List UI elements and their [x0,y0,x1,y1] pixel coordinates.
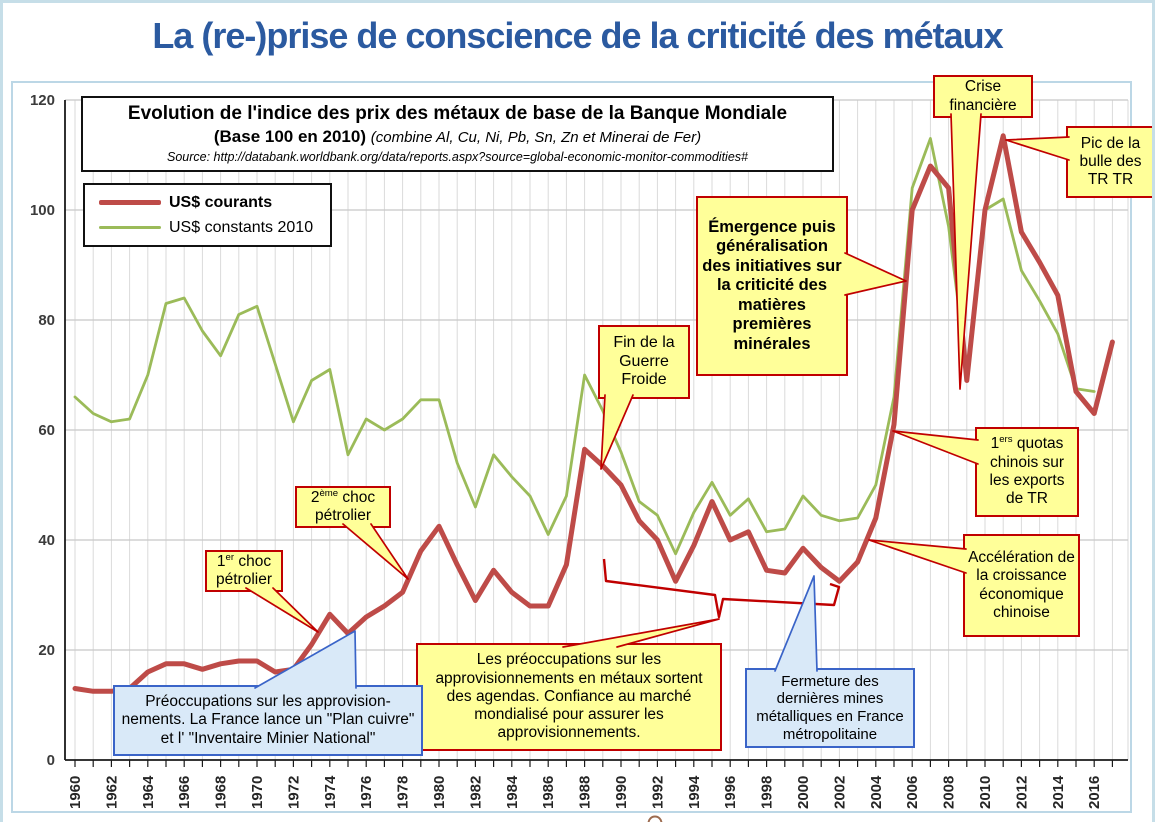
x-tick-label: 1996 [722,776,739,809]
chart-source: Source: http://databank.worldbank.org/da… [167,150,748,164]
y-tick-label: 20 [38,642,55,659]
x-tick-label: 1986 [540,776,557,809]
legend-item: US$ courants [99,194,330,212]
annotation-choc-petrolier-2: 2ème choc pétrolier [295,486,391,528]
chart-subtitle: (Base 100 en 2010) (combine Al, Cu, Ni, … [83,127,832,147]
annotation-text: Préoccupations sur les approvision-nemen… [121,693,415,747]
annotation-pic-bulle-tr: Pic de la bulle des TR TR [1066,126,1152,198]
series-line-us-constants-2010 [73,137,1096,556]
annotation-text: 1er choc pétrolier [216,551,272,588]
x-tick-label: 2004 [868,775,885,809]
x-tick-label: 1976 [358,776,375,809]
annotation-text: 1ers quotas chinois sur les exports de T… [989,434,1065,508]
legend-item: US$ constants 2010 [99,219,330,237]
annotation-acceleration-chine: Accélération de la croissance économique… [963,534,1080,637]
x-tick-label: 2010 [977,776,994,809]
x-tick-label: 1998 [759,776,776,809]
annotation-fin-guerre-froide: Fin de la Guerre Froide [598,325,690,399]
annotation-text: Émergence puis généralisation des initia… [702,217,842,353]
legend-label: US$ constants 2010 [169,218,314,236]
x-tick-label: 2006 [904,776,921,809]
x-tick-label: 1988 [577,776,594,809]
x-tick-label: 2016 [1086,776,1103,809]
x-tick-label: 1994 [686,775,703,809]
chart-title: Evolution de l'indice des prix des métau… [127,103,788,124]
annotation-text: Fermeture des dernières mines métallique… [756,672,904,743]
annotation-crise-financiere: Crise financière [933,75,1033,118]
legend-line-swatch [99,226,161,229]
x-tick-label: 1978 [395,776,412,809]
legend: US$ courants US$ constants 2010 [83,183,332,247]
x-tick-label: 1960 [67,776,84,809]
annotation-text: 2ème choc pétrolier [310,487,376,524]
y-tick-label: 80 [38,312,55,329]
bracket-1989-2002 [602,558,841,619]
x-tick-label: 1972 [285,776,302,809]
x-tick-label: 2012 [1013,776,1030,809]
y-tick-label: 60 [38,422,55,439]
x-tick-label: 1980 [431,776,448,809]
page-title: La (re-)prise de conscience de la critic… [152,15,1003,56]
annotation-text: Pic de la bulle des TR TR [1079,134,1142,189]
x-tick-label: 1990 [613,776,630,809]
x-tick-label: 1974 [322,775,339,809]
annotation-emergence-criticite: Émergence puis généralisation des initia… [696,196,848,376]
annotation-text: Fin de la Guerre Froide [613,333,675,389]
x-tick-label: 1962 [103,776,120,809]
annotation-sortie-agendas: Les préoccupations sur les approvisionne… [416,643,722,751]
x-tick-label: 2000 [795,776,812,809]
x-tick-label: 1966 [176,776,193,809]
series-line-us-courants [72,133,1115,694]
chart-subtitle-metals: (combine Al, Cu, Ni, Pb, Sn, Zn et Miner… [370,129,702,146]
annotation-text: Crise financière [949,78,1017,114]
annotation-preoccupations-france: Préoccupations sur les approvision-nemen… [113,685,423,756]
annotation-text: Les préoccupations sur les approvisionne… [435,651,703,742]
annotation-choc-petrolier-1: 1er choc pétrolier [205,550,283,592]
y-tick-label: 0 [47,752,55,769]
legend-line-swatch [99,200,161,205]
x-tick-label: 2014 [1050,775,1067,809]
x-tick-label: 2002 [831,776,848,809]
x-tick-label: 2008 [941,776,958,809]
chart-subtitle-base: (Base 100 en 2010) [213,127,366,146]
chart-title-box: Evolution de l'indice des prix des métau… [81,96,834,172]
y-tick-label: 40 [38,532,55,549]
y-tick-label: 100 [30,202,55,219]
annotation-fermeture-mines: Fermeture des dernières mines métallique… [745,668,915,748]
x-tick-label: 1984 [504,775,521,809]
x-tick-label: 1970 [249,776,266,809]
annotation-quotas-chinois: 1ers quotas chinois sur les exports de T… [975,427,1079,517]
annotation-text: Accélération de la croissance économique… [968,548,1075,621]
legend-label: US$ courants [169,193,273,211]
x-tick-label: 1982 [467,776,484,809]
y-tick-label: 120 [30,92,55,109]
x-tick-label: 1992 [649,776,666,809]
x-tick-label: 1964 [140,775,157,809]
x-tick-label: 1968 [213,776,230,809]
